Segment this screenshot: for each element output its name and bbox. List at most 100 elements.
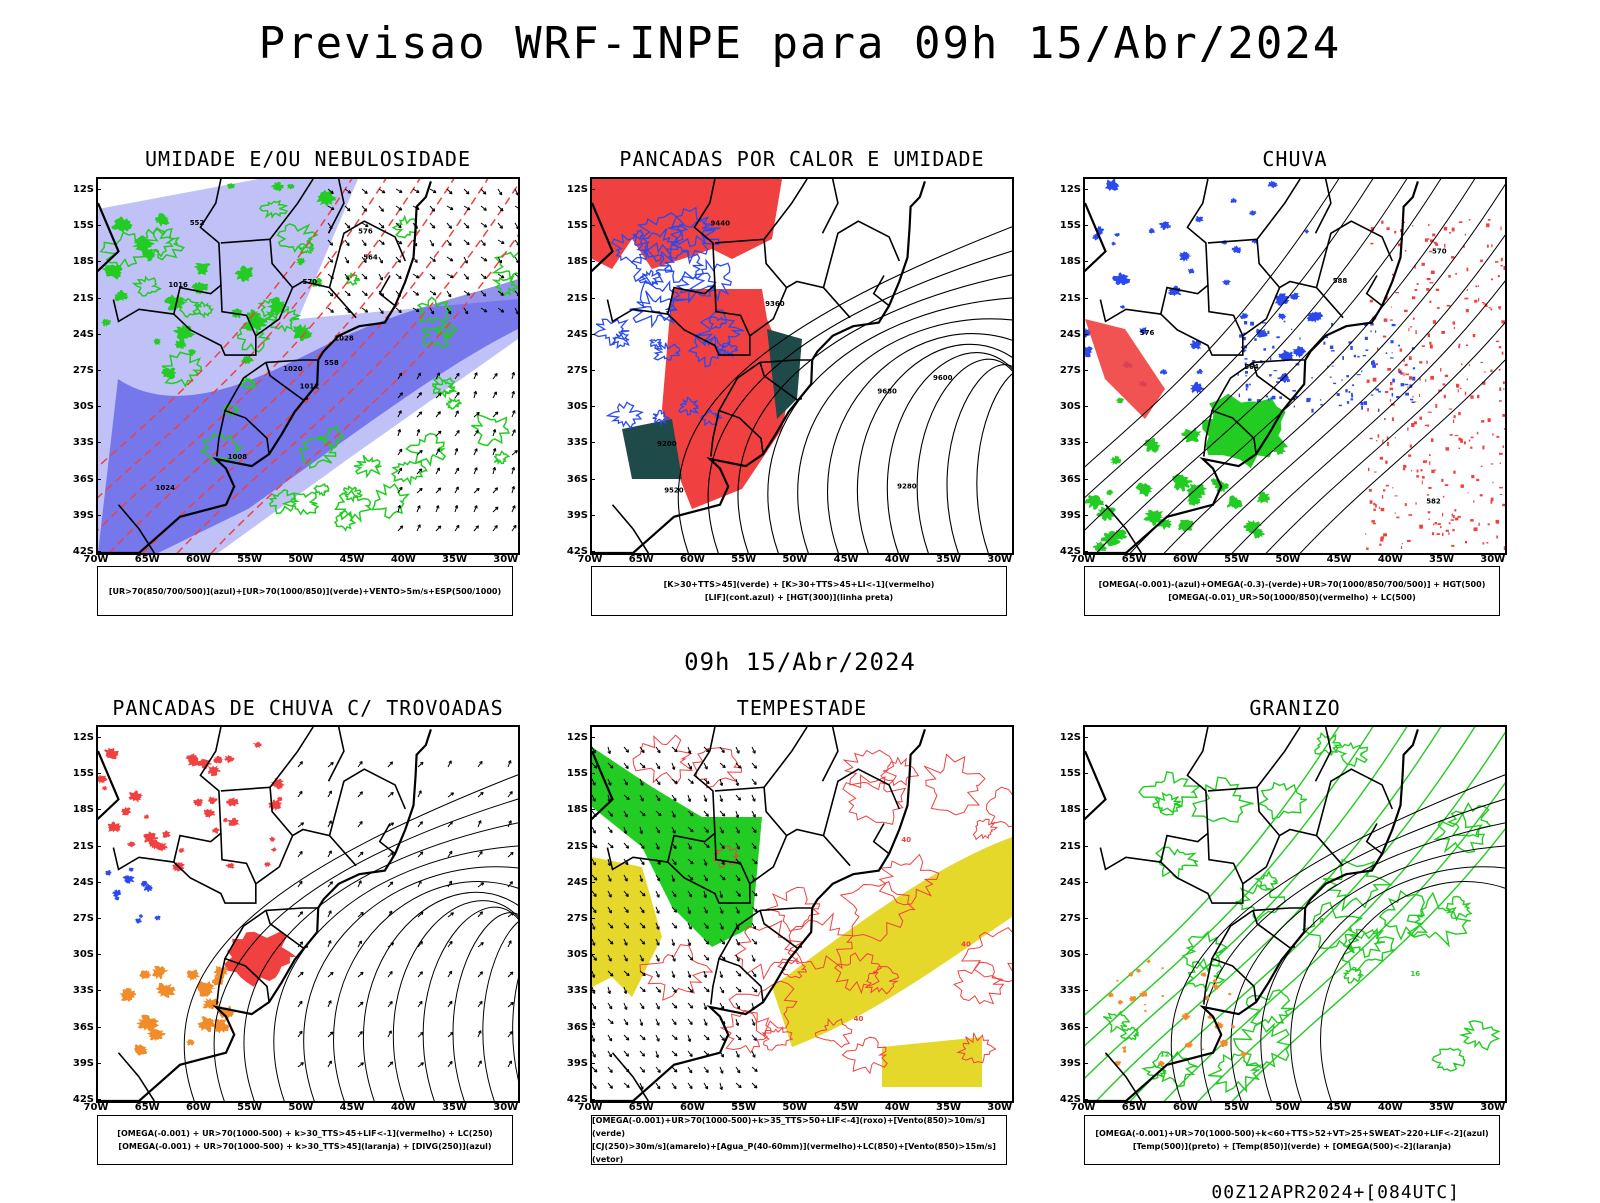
legend-line: [OMEGA(-0.001) + UR>70(1000-500) + k>30_… [118, 1142, 492, 1151]
lon-tick-label: 70W [1070, 1102, 1096, 1113]
panel-title-chuva: CHUVA [1262, 147, 1328, 171]
lat-tick [590, 478, 595, 480]
lat-tick-label: 21S [1059, 840, 1081, 852]
lat-tick-label: 27S [72, 913, 94, 925]
political-borders [1099, 727, 1394, 1005]
lat-tick-label: 18S [72, 256, 94, 268]
lat-tick [1083, 954, 1088, 956]
legend-line: [OMEGA(-0.001) + UR>70(1000-500) + k>30_… [117, 1129, 493, 1138]
lon-tick-label: 60W [185, 1102, 211, 1113]
lat-tick [590, 189, 595, 191]
lon-tick-label: 60W [1172, 1102, 1198, 1113]
lat-tick-label: 36S [1059, 1021, 1081, 1033]
map-pancadas-calor: 9680 9600 9520 9440 9360 9280 9200 [590, 177, 1014, 555]
lat-tick [590, 370, 595, 372]
lat-tick-label: 15S [566, 220, 588, 232]
lat-tick-label: 42S [1059, 546, 1081, 557]
lat-tick-label: 24S [72, 328, 94, 340]
lat-tick [590, 1026, 595, 1028]
lon-tick-label: 40W [390, 1102, 416, 1113]
lon-tick-label: 60W [185, 554, 211, 565]
pw-labels: 40 40 40 [854, 836, 971, 1023]
temp850-green-contours [1102, 731, 1501, 1093]
lat-tick [1083, 809, 1088, 811]
lon-tick-label: 35W [442, 554, 467, 565]
lat-tick-label: 27S [566, 365, 588, 377]
contour-label: 40 [961, 940, 971, 948]
lon-tick-label: 55W [731, 554, 757, 565]
contour-label: 582 [1426, 497, 1441, 505]
political-borders [1099, 179, 1394, 457]
lat-tick [1083, 773, 1088, 775]
lon-tick-label: 30W [493, 554, 519, 565]
lat-tick-label: 27S [1059, 365, 1081, 377]
lat-tick [590, 918, 595, 920]
map-granizo: 12 16 8 [1083, 725, 1507, 1103]
lat-tick [96, 189, 101, 191]
lat-tick [1083, 551, 1088, 552]
lon-tick-label: 55W [1224, 554, 1250, 565]
wind-vectors [592, 746, 758, 1091]
lon-tick-label: 70W [83, 1102, 109, 1113]
panel-title-granizo: GRANIZO [1249, 696, 1341, 720]
lat-tick-label: 33S [566, 437, 588, 449]
lat-tick [1083, 990, 1088, 992]
green-moisture-lines [99, 199, 518, 532]
lat-tick [1083, 261, 1088, 263]
lat-tick [96, 297, 101, 299]
lat-tick-label: 42S [1059, 1094, 1081, 1105]
lat-tick [96, 1099, 101, 1100]
political-borders [606, 179, 901, 457]
lat-tick [96, 954, 101, 956]
lon-tick-label: 65W [1121, 1102, 1147, 1113]
lat-tick-label: 15S [72, 768, 94, 780]
wind850-green-region [592, 747, 762, 947]
contour-label: 558 [324, 359, 339, 367]
contour-label: 40 [854, 1015, 864, 1023]
coastline [1085, 729, 1419, 1101]
lat-tick [1083, 333, 1088, 335]
lat-tick-label: 21S [566, 840, 588, 852]
lat-tick-label: 42S [72, 546, 94, 557]
lat-tick-label: 27S [1059, 913, 1081, 925]
lat-tick-label: 36S [566, 1021, 588, 1033]
lat-tick-label: 12S [72, 732, 94, 744]
blue-divergence [105, 867, 162, 924]
lon-tick-label: 50W [1275, 554, 1301, 565]
lat-tick-label: 12S [566, 732, 588, 744]
lon-tick-label: 45W [339, 554, 365, 565]
lat-tick [1083, 225, 1088, 227]
province-border [1104, 1052, 1143, 1101]
lat-tick [96, 478, 101, 480]
province-border [117, 1052, 156, 1101]
legend-line: [K>30+TTS>45](verde) + [K>30+TTS>45+LI<-… [663, 580, 935, 589]
lat-tick-label: 12S [72, 184, 94, 196]
legend-line: [OMEGA(-0.01)_UR>50(1000/850)(vermelho) … [1168, 593, 1416, 602]
contour-label: 1012 [300, 383, 320, 391]
lat-tick [1083, 514, 1088, 516]
lat-tick [1083, 881, 1088, 883]
lon-tick-label: 60W [679, 1102, 705, 1113]
legend-umidade: [UR>70(850/700/500)](azul)+[UR>70(1000/8… [97, 566, 513, 616]
lat-tick [1083, 1062, 1088, 1064]
lat-tick-label: 33S [1059, 985, 1081, 997]
lat-tick-label: 12S [566, 184, 588, 196]
lat-tick [590, 845, 595, 847]
lat-tick-label: 36S [72, 473, 94, 485]
lon-tick-label: 45W [1326, 554, 1352, 565]
lat-tick-label: 30S [72, 949, 94, 961]
lat-tick-label: 21S [1059, 292, 1081, 304]
lon-tick-label: 55W [237, 554, 263, 565]
lat-tick [96, 737, 101, 739]
lat-tick [96, 1026, 101, 1028]
streamline-arrows [297, 760, 514, 1068]
lat-tick-label: 15S [1059, 220, 1081, 232]
legend-line: [OMEGA(-0.001)-(azul)+OMEGA(-0.3)-(verde… [1098, 580, 1486, 589]
lat-tick [96, 918, 101, 920]
jet-yellow-band [772, 837, 1012, 1047]
lat-tick-label: 39S [72, 1057, 94, 1069]
lat-tick [590, 333, 595, 335]
lat-tick-label: 18S [72, 804, 94, 816]
lat-tick [1083, 189, 1088, 191]
lat-tick [96, 442, 101, 444]
